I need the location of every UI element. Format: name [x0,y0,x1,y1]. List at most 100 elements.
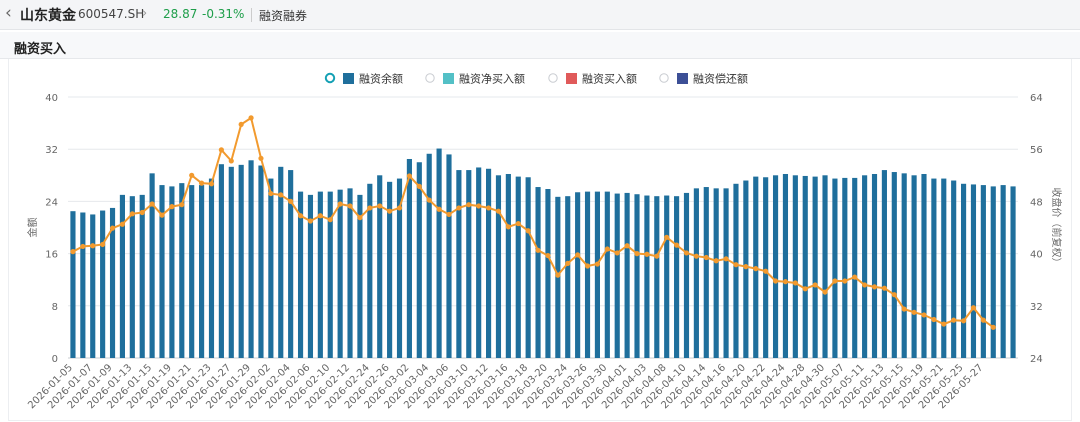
close-price-point [228,158,234,164]
legend-label-0[interactable]: 融资余额 [359,72,403,86]
balance-bar [248,160,254,358]
balance-bar [1000,185,1006,358]
balance-bar [90,214,96,358]
balance-bar [525,177,531,358]
close-price-point [485,205,492,211]
balance-bar [317,191,323,358]
legend-radio-1[interactable] [425,73,435,83]
close-price-point [763,268,769,274]
tab-margin-trading[interactable]: 融资融券 [259,9,308,23]
balance-bar [347,188,353,358]
balance-bar [832,178,838,358]
close-price-point [832,278,838,284]
close-price-point [357,215,363,221]
legend-swatch-2 [566,73,577,84]
close-price-point [268,190,274,197]
close-price-point [565,260,571,266]
y-axis-title: 金额 [26,218,39,238]
legend-label-2[interactable]: 融资买入额 [582,73,637,86]
close-price-point [535,247,541,253]
close-price-point [980,317,986,323]
balance-bar [674,196,680,358]
balance-bar [535,187,541,358]
stock-name[interactable]: 山东黄金 [20,8,76,24]
legend-label-3[interactable]: 融资偿还额 [693,72,748,86]
balance-bar [565,196,571,358]
panel-frame [8,59,1072,421]
balance-bar [416,162,422,358]
balance-bar [891,172,897,358]
close-price-point [683,250,690,256]
close-price-point [673,242,680,248]
balance-bar [743,180,749,358]
balance-bar [634,194,640,358]
close-price-point [594,261,601,267]
balance-bar [238,164,244,358]
close-price-point [109,225,116,231]
close-price-point [238,121,244,128]
close-price-point [288,198,294,204]
legend-label-1[interactable]: 融资净买入额 [459,72,525,86]
balance-bar [812,176,818,358]
y-right-axis-title: 收盘价（前复权） [1050,188,1063,268]
balance-bar [733,183,739,358]
close-price-point [931,316,937,323]
balance-bar [654,196,660,358]
close-price-point [871,284,878,290]
balance-bar [446,154,452,358]
chevron-right-icon[interactable]: › [142,6,148,21]
balance-bar [763,177,769,358]
close-price-point [218,147,224,153]
balance-bar [159,185,165,358]
y-right-tick-label: 56 [1030,145,1043,156]
balance-bar [881,170,887,358]
close-price-point [495,208,502,214]
close-price-point [842,278,848,284]
close-price-point [179,202,185,208]
close-price-point [100,241,106,248]
balance-bar [278,166,284,358]
close-price-point [258,155,264,161]
close-price-point [654,253,660,259]
close-price-point [970,305,977,311]
header-divider [251,8,252,22]
close-price-point [852,274,858,280]
balance-bar [584,191,591,358]
balance-bar [189,185,195,358]
close-price-point [713,258,719,264]
close-price-point [951,317,957,323]
stock-code: 600547.SH [78,7,145,21]
chevron-left-icon[interactable]: ‹ [5,3,12,23]
close-price-point [327,217,333,223]
close-price-point [703,254,709,261]
balance-bar [871,173,878,358]
balance-bar [723,188,729,358]
balance-bar [357,194,363,358]
balance-bar [486,168,492,358]
balance-bar [782,173,789,358]
balance-bar [307,194,314,358]
close-price-point [891,292,897,298]
close-price-point [555,272,561,278]
close-price-point [416,183,422,189]
stock-change: -0.31% [202,7,245,21]
legend-radio-0[interactable] [324,72,336,84]
close-price-point [743,264,749,270]
close-price-point [169,204,175,210]
balance-bar [456,170,462,358]
balance-bar [822,175,828,358]
close-price-point [456,205,462,211]
legend-radio-3[interactable] [659,73,669,83]
close-price-point [693,253,699,259]
legend-radio-2[interactable] [548,73,558,83]
close-price-point [436,206,442,212]
close-price-point [862,282,868,288]
close-price-point [307,218,314,224]
close-price-point [446,211,452,218]
close-price-point [733,262,739,268]
balance-bar [594,191,600,358]
close-price-point [960,318,967,324]
legend-swatch-3 [677,73,688,84]
close-price-point [367,205,373,211]
close-price-point [634,251,640,257]
